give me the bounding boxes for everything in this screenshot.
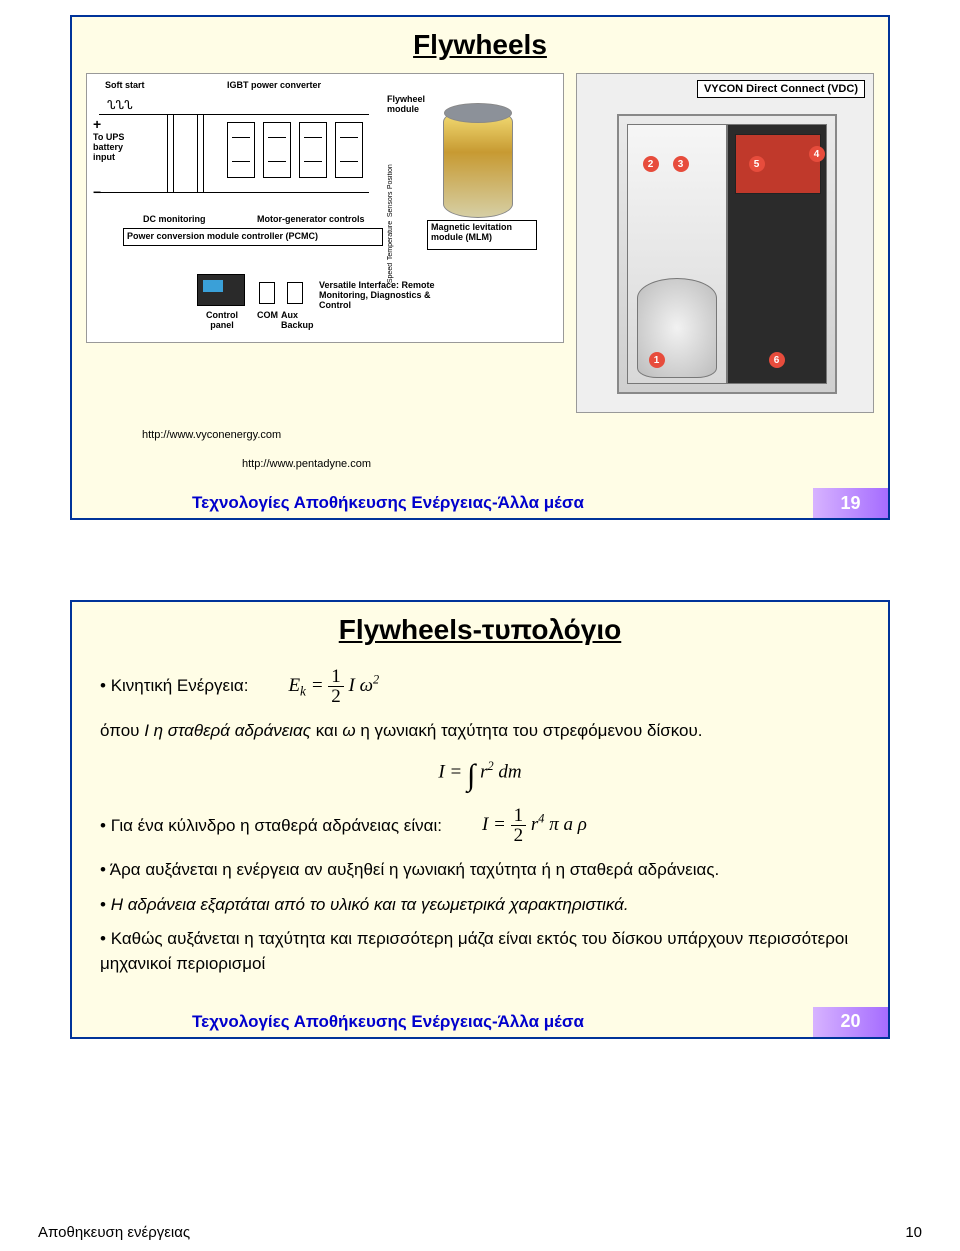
bullet-increase: • Άρα αυξάνεται η ενέργεια αν αυξηθεί η … [100, 858, 860, 883]
bullet-cylinder: • Για ένα κύλινδρο η σταθερά αδράνειας ε… [100, 814, 442, 839]
slide-1-footer: Τεχνολογίες Αποθήκευσης Ενέργειας-Άλλα μ… [72, 488, 888, 518]
label-dc-monitoring: DC monitoring [143, 214, 206, 224]
badge-6: 6 [769, 352, 785, 368]
cap1b [173, 114, 174, 192]
opou-w: ω [342, 721, 355, 740]
sensor-labels: Speed Temperature Sensors Position [387, 164, 394, 283]
page: Flywheels Soft start IGBT power converte… [0, 0, 960, 1251]
equation-ek: Ek = 12 I ω2 [288, 667, 379, 706]
badge-5: 5 [749, 156, 765, 172]
igbt-leg-1 [227, 122, 255, 178]
igbt-leg-2 [263, 122, 291, 178]
cap2a [197, 114, 198, 192]
page-footer-right: 10 [905, 1224, 922, 1241]
line-opou: όπου Ι η σταθερά αδράνειας και ω η γωνια… [100, 719, 860, 744]
cap1a [167, 114, 168, 192]
control-panel-icon [197, 274, 245, 306]
bullet-kinetic-energy-text: Κινητική Ενέργεια: [111, 676, 249, 695]
link-pentadyne[interactable]: http://www.pentadyne.com [142, 450, 888, 479]
badge-3: 3 [673, 156, 689, 172]
label-pcmc: Power conversion module controller (PCMC… [127, 231, 318, 241]
slide-1-footer-label: Τεχνολογίες Αποθήκευσης Ενέργειας-Άλλα μ… [72, 493, 584, 513]
soft-start-icon: ᔐᔐᔐ [107, 98, 133, 112]
bullet-depends: • Η αδράνεια εξαρτάται από το υλικό και … [100, 893, 860, 918]
slide-2-footer: Τεχνολογίες Αποθήκευσης Ενέργειας-Άλλα μ… [72, 1007, 888, 1037]
badge-2: 2 [643, 156, 659, 172]
label-com: COM [257, 310, 278, 320]
label-to-ups: To UPS battery input [93, 132, 133, 162]
page-footer: Αποθηκευση ενέργειας 10 [38, 1224, 922, 1241]
flywheel-module-icon [443, 108, 513, 218]
bullet-kinetic-energy: • Κινητική Ενέργεια: [100, 674, 248, 699]
sensor-temperature: Temperature [387, 221, 394, 260]
label-vdc: VYCON Direct Connect (VDC) [697, 80, 865, 98]
dc-bus-neg [99, 192, 369, 193]
igbt-leg-3 [299, 122, 327, 178]
badge-1: 1 [649, 352, 665, 368]
igbt-leg-4 [335, 122, 363, 178]
vdc-cabinet-photo: VYCON Direct Connect (VDC) 2 3 5 4 1 6 [576, 73, 874, 413]
slide-1-title: Flywheels [72, 29, 888, 61]
label-mlm: Magnetic levitation module (MLM) [431, 222, 531, 242]
slide-1-body: Soft start IGBT power converter Flywheel… [72, 73, 888, 413]
page-footer-left: Αποθηκευση ενέργειας [38, 1224, 190, 1241]
equation-i-cyl: I = 12 r4 π a ρ [482, 806, 587, 845]
flywheel-schematic: Soft start IGBT power converter Flywheel… [86, 73, 564, 343]
bullet-increase-text: Άρα αυξάνεται η ενέργεια αν αυξηθεί η γω… [110, 860, 720, 879]
slide-2-footer-label: Τεχνολογίες Αποθήκευσης Ενέργειας-Άλλα μ… [72, 1012, 584, 1032]
bullet-cylinder-text: Για ένα κύλινδρο η σταθερά αδράνειας είν… [111, 816, 442, 835]
badge-4: 4 [809, 146, 825, 162]
plus-icon: + [93, 116, 101, 132]
cap2b [203, 114, 204, 192]
label-aux: Aux Backup [281, 310, 315, 330]
slide-2-title: Flywheels-τυπολόγιο [72, 614, 888, 646]
bullet-depends-text: Η αδράνεια εξαρτάται από το υλικό και τα… [111, 895, 629, 914]
bullet-constraints: • Καθώς αυξάνεται η ταχύτητα και περισσό… [100, 927, 860, 976]
opou-pre: όπου [100, 721, 144, 740]
label-igbt: IGBT power converter [227, 80, 321, 90]
cylinder-row: • Για ένα κύλινδρο η σταθερά αδράνειας ε… [100, 804, 860, 849]
com-box [259, 282, 275, 304]
bullet-constraints-text: Καθώς αυξάνεται η ταχύτητα και περισσότε… [100, 929, 848, 973]
label-motor-gen: Motor-generator controls [257, 214, 365, 224]
slide-1-links: http://www.vyconenergy.com http://www.pe… [72, 413, 888, 478]
label-versatile: Versatile Interface: Remote Monitoring, … [319, 280, 439, 310]
slide-2-body: • Κινητική Ενέργεια: Ek = 12 I ω2 όπου Ι… [72, 658, 888, 997]
label-control-panel: Control panel [197, 310, 247, 330]
dc-bus-pos [99, 114, 369, 115]
sensor-sensors: Sensors [387, 192, 394, 218]
opou-mid: και [311, 721, 342, 740]
opou-i: Ι η σταθερά αδράνειας [144, 721, 311, 740]
opou-post: η γωνιακή ταχύτητα του στρεφόμενου δίσκο… [356, 721, 703, 740]
label-flywheel-module: Flywheel module [387, 94, 447, 114]
aux-box [287, 282, 303, 304]
cabinet-shell: 2 3 5 4 1 6 [617, 114, 837, 394]
flywheel-cylinder-icon [637, 278, 717, 378]
sensor-position: Position [387, 164, 394, 189]
electronics-board [735, 134, 821, 194]
link-vycon[interactable]: http://www.vyconenergy.com [142, 421, 888, 450]
slide-2-page-number: 20 [813, 1007, 888, 1037]
equation-i-integral: I = ∫ r2 dm [100, 753, 860, 797]
label-soft-start: Soft start [105, 80, 145, 90]
slide-2: Flywheels-τυπολόγιο • Κινητική Ενέργεια:… [70, 600, 890, 1039]
kinetic-energy-row: • Κινητική Ενέργεια: Ek = 12 I ω2 [100, 664, 860, 709]
slide-1: Flywheels Soft start IGBT power converte… [70, 15, 890, 520]
slide-1-page-number: 19 [813, 488, 888, 518]
